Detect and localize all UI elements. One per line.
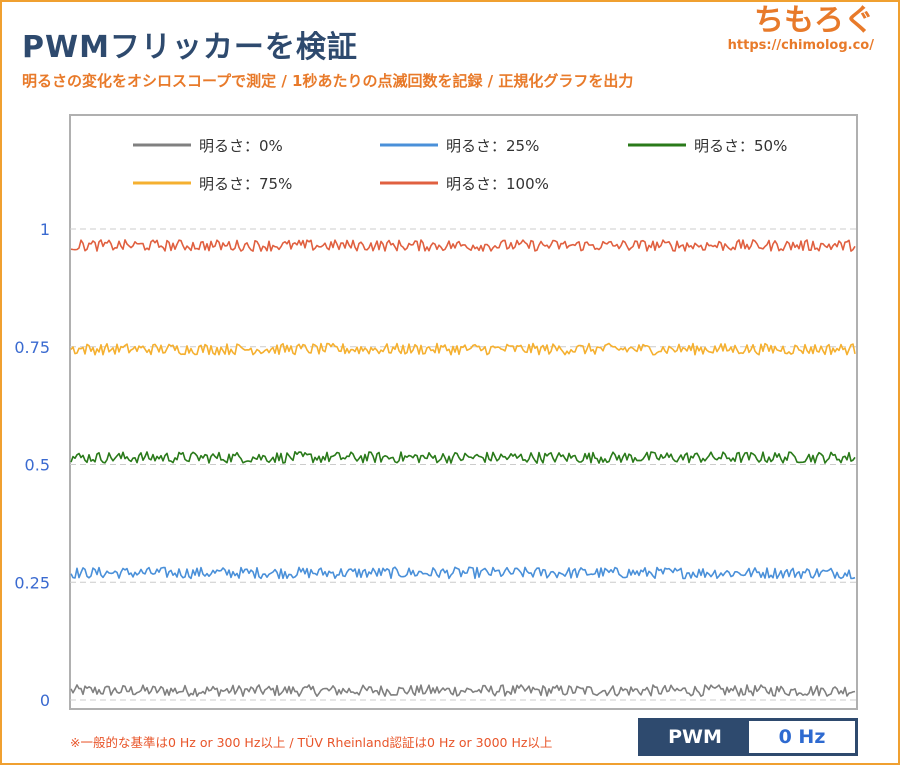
series-line xyxy=(70,342,856,356)
legend-label: 明るさ：50% xyxy=(694,137,787,155)
footnote: ※一般的な基準は0 Hz or 300 Hz以上 / TÜV Rheinland… xyxy=(70,735,553,750)
page-title: PWMフリッカーを検証 xyxy=(22,30,358,65)
brand-url: https://chimolog.co/ xyxy=(727,38,874,53)
y-tick-label: 1 xyxy=(40,220,50,239)
pwm-result-badge: PWM 0 Hz xyxy=(638,718,858,756)
brand-name: ちもろぐ xyxy=(754,3,874,38)
series-line xyxy=(70,566,856,580)
series-line xyxy=(70,451,856,464)
legend-label: 明るさ：25% xyxy=(446,137,539,155)
series-line xyxy=(70,684,856,697)
y-tick-label: 0.75 xyxy=(14,338,50,357)
pwm-value: 0 Hz xyxy=(778,726,826,748)
y-tick-label: 0 xyxy=(40,691,50,710)
plot-area xyxy=(69,114,858,710)
y-tick-label: 0.5 xyxy=(25,456,50,475)
page-subtitle: 明るさの変化をオシロスコープで測定 / 1秒あたりの点滅回数を記録 / 正規化グ… xyxy=(22,72,634,90)
legend-label: 明るさ：0% xyxy=(199,137,283,155)
series-line xyxy=(70,239,856,252)
brand-logo: ちもろぐ https://chimolog.co/ xyxy=(728,4,874,54)
pwm-label: PWM xyxy=(641,721,749,753)
legend-label: 明るさ：75% xyxy=(199,175,292,193)
y-tick-label: 0.25 xyxy=(14,573,50,592)
legend-label: 明るさ：100% xyxy=(446,175,549,193)
